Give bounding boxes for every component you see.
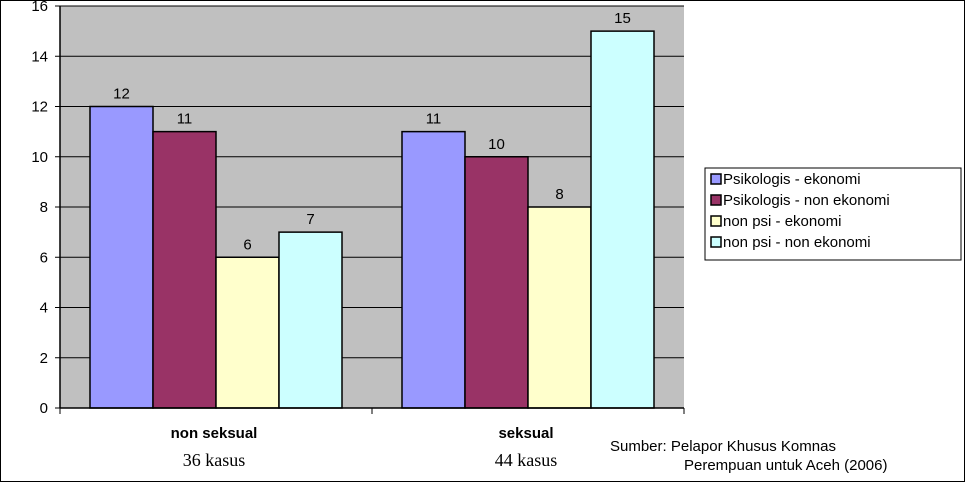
bar-0-0: [89, 105, 154, 409]
legend: Psikologis - ekonomi Psikologis - non eko…: [704, 167, 962, 261]
bar-1-1: [464, 156, 529, 409]
x-category-label: non seksual: [171, 425, 258, 442]
bar-3-1: [590, 30, 655, 409]
x-category-sublabel: 44 kasus: [495, 450, 558, 470]
x-category-label: seksual: [498, 425, 553, 442]
legend-swatch: [710, 194, 722, 206]
y-tick-label: 2: [40, 350, 48, 367]
bar-3-0: [278, 231, 343, 409]
data-label: 6: [243, 236, 251, 253]
data-label: 12: [113, 86, 130, 103]
y-tick-label: 0: [40, 400, 48, 417]
bar-0-1: [401, 130, 466, 409]
y-tick-label: 4: [40, 300, 48, 317]
legend-label: Psikologis - non ekonomi: [723, 192, 890, 209]
x-category-labels: non seksual 36 kasus seksual 44 kasus: [171, 425, 558, 470]
y-tick-labels: 0 2 4 6 8 10 12 14 16: [31, 0, 60, 417]
legend-label: non psi - ekonomi: [723, 213, 841, 230]
data-label: 15: [614, 10, 631, 27]
x-category-sublabel: 36 kasus: [183, 450, 246, 470]
y-tick-label: 16: [31, 0, 48, 15]
legend-label: Psikologis - ekonomi: [723, 171, 861, 188]
data-label: 10: [488, 136, 505, 153]
data-label: 11: [177, 111, 193, 128]
bars: [89, 30, 655, 409]
y-tick-label: 8: [40, 199, 48, 216]
y-tick-label: 12: [31, 99, 48, 116]
bar-1-0: [152, 130, 217, 409]
data-label: 8: [555, 186, 563, 203]
source-line-1: Sumber: Pelapor Khusus Komnas: [610, 438, 836, 455]
data-label: 11: [426, 111, 442, 128]
y-tick-label: 10: [31, 149, 48, 166]
y-tick-label: 6: [40, 249, 48, 266]
data-label: 7: [306, 211, 314, 228]
legend-box: [704, 167, 962, 261]
data-labels: 12 11 6 7 11 10 8 15: [113, 10, 631, 253]
legend-swatch: [710, 173, 722, 185]
y-tick-label: 14: [31, 48, 48, 65]
bar-2-1: [527, 206, 592, 409]
source-line-2: Perempuan untuk Aceh (2006): [684, 457, 887, 474]
legend-swatch: [710, 215, 722, 227]
bar-2-0: [215, 256, 280, 409]
legend-swatch: [710, 236, 722, 248]
legend-label: non psi - non ekonomi: [723, 234, 871, 251]
